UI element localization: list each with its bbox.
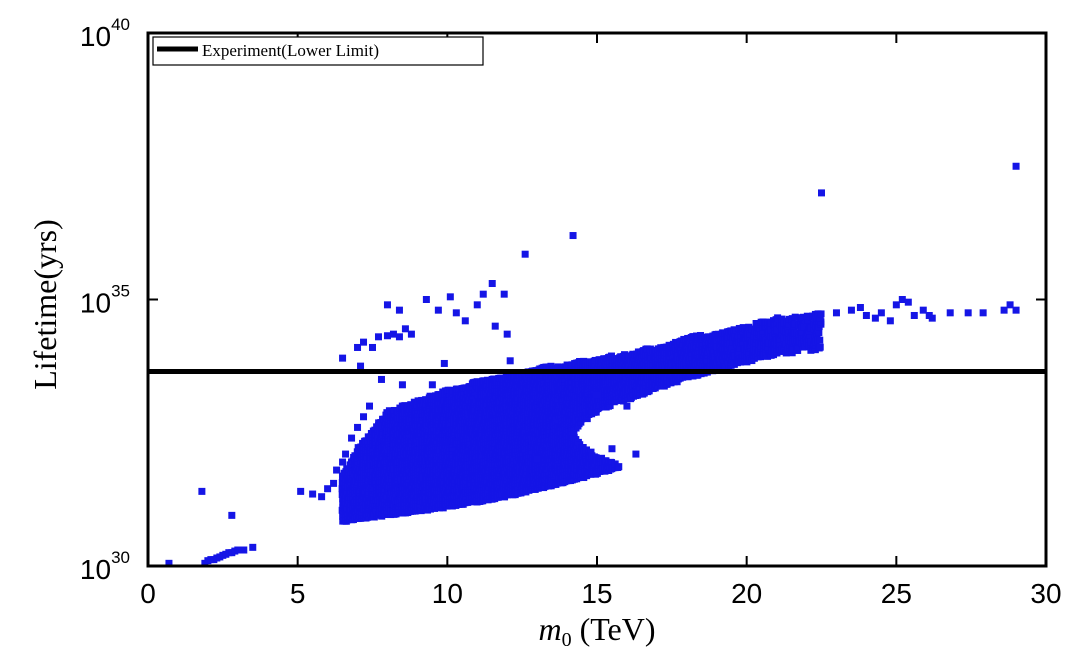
scatter-point-dense [587,448,595,456]
scatter-point-dense [570,428,578,436]
scatter-point-dense [611,460,619,468]
data-layer [165,162,1020,567]
scatter-point-dense [598,454,606,462]
scatter-point-dense [606,402,614,410]
scatter-point-dense [607,352,615,360]
